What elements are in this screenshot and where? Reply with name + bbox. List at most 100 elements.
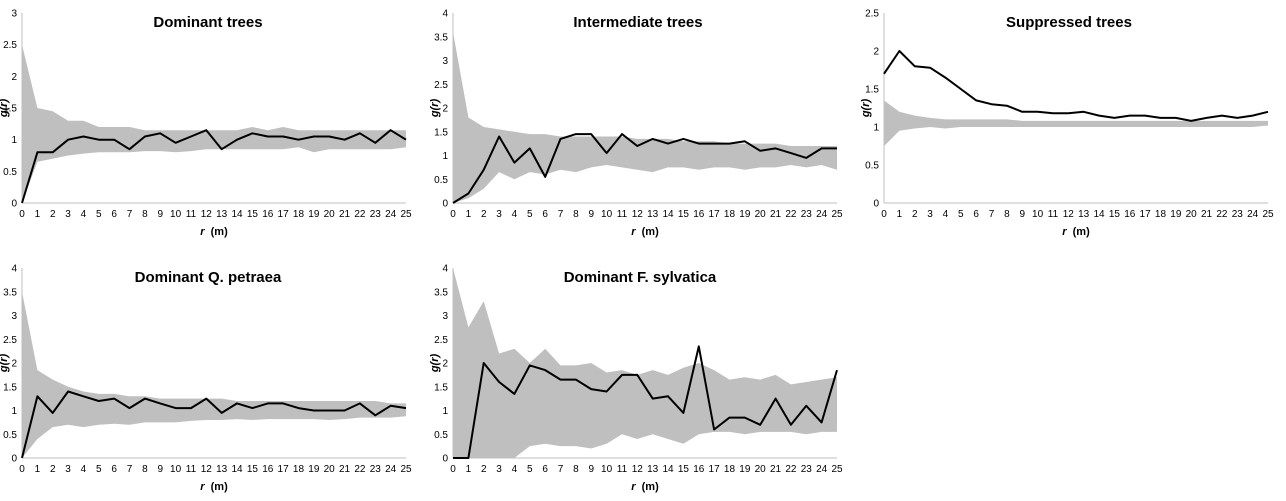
x-tick-label: 6	[111, 464, 117, 475]
x-tick-label: 13	[216, 464, 228, 475]
envelope-band	[22, 291, 406, 458]
x-tick-label: 9	[588, 209, 594, 220]
x-tick-label: 2	[50, 464, 56, 475]
y-tick-label: 1	[442, 406, 448, 417]
x-tick-label: 19	[1170, 209, 1182, 220]
y-axis-label: g(r)	[860, 99, 872, 119]
x-tick-label: 8	[142, 209, 148, 220]
x-tick-label: 17	[1140, 209, 1152, 220]
x-tick-label: 10	[170, 209, 182, 220]
x-tick-label: 24	[816, 209, 828, 220]
observed-line	[883, 50, 1269, 122]
x-tick-label: 21	[1201, 209, 1213, 220]
x-tick-label: 2	[481, 464, 487, 475]
y-tick-label: 1.5	[434, 382, 448, 393]
x-tick-label: 24	[1247, 209, 1259, 220]
x-tick-label: 20	[755, 209, 767, 220]
y-tick-label: 0	[442, 454, 448, 465]
x-tick-label: 11	[617, 464, 628, 475]
x-tick-label: 23	[801, 209, 813, 220]
x-tick-label: 4	[81, 209, 87, 220]
x-tick-label: 3	[65, 464, 71, 475]
x-tick-label: 10	[601, 464, 613, 475]
x-tick-label: 25	[831, 464, 843, 475]
y-tick-label: 1	[442, 151, 448, 162]
x-tick-label: 6	[542, 464, 548, 475]
x-tick-label: 16	[693, 464, 705, 475]
x-tick-label: 15	[247, 464, 259, 475]
x-tick-label: 1	[466, 464, 472, 475]
x-tick-label: 23	[1232, 209, 1244, 220]
y-tick-label: 0	[11, 454, 17, 465]
x-tick-label: 20	[324, 209, 336, 220]
x-tick-label: 13	[216, 209, 228, 220]
x-tick-label: 9	[588, 464, 594, 475]
x-tick-label: 0	[450, 209, 456, 220]
y-tick-label: 1	[11, 135, 17, 146]
x-tick-label: 14	[231, 209, 243, 220]
y-tick-label: 0	[11, 199, 17, 210]
x-axis-label: r (m)	[200, 226, 228, 238]
x-tick-label: 1	[466, 209, 472, 220]
x-tick-label: 8	[573, 464, 579, 475]
observed-line	[21, 129, 407, 204]
x-tick-label: 1	[897, 209, 903, 220]
x-tick-label: 21	[339, 209, 351, 220]
panel-intermediate-trees: Intermediate trees 00.511.522.533.540 1 2 3…	[429, 9, 843, 239]
x-tick-label: 4	[81, 464, 87, 475]
chart-title: Intermediate trees	[573, 14, 702, 31]
panel-suppressed-trees: Suppressed trees 00.511.522.50 1 2 3 4 5 6 7 8 9 1…	[860, 9, 1274, 239]
x-tick-label: 8	[1004, 209, 1010, 220]
x-tick-label: 4	[512, 209, 518, 220]
x-tick-label: 19	[739, 209, 751, 220]
x-tick-label: 10	[601, 209, 613, 220]
x-tick-label: 16	[262, 209, 274, 220]
x-tick-label: 7	[127, 464, 133, 475]
x-tick-label: 18	[724, 464, 736, 475]
x-tick-label: 15	[1109, 209, 1121, 220]
y-tick-label: 3.5	[3, 287, 17, 298]
y-tick-label: 3	[442, 56, 448, 67]
x-tick-label: 15	[247, 209, 259, 220]
x-tick-label: 16	[262, 464, 274, 475]
y-tick-label: 2.5	[3, 40, 17, 51]
x-tick-label: 11	[186, 464, 197, 475]
x-tick-label: 21	[339, 464, 351, 475]
x-tick-label: 13	[1078, 209, 1090, 220]
x-tick-label: 8	[142, 464, 148, 475]
y-tick-label: 1.5	[434, 127, 448, 138]
x-tick-label: 9	[1019, 209, 1025, 220]
x-tick-label: 5	[527, 464, 533, 475]
x-tick-label: 21	[770, 209, 782, 220]
y-tick-label: 3	[11, 9, 17, 20]
x-tick-label: 7	[127, 209, 133, 220]
y-tick-label: 3.5	[434, 287, 448, 298]
y-tick-label: 0.5	[434, 430, 448, 441]
x-tick-label: 25	[400, 464, 412, 475]
x-axis-label: r (m)	[1062, 226, 1090, 238]
x-tick-label: 24	[816, 464, 828, 475]
x-tick-label: 16	[693, 209, 705, 220]
x-tick-label: 25	[400, 209, 412, 220]
x-tick-label: 3	[927, 209, 933, 220]
x-tick-label: 13	[647, 209, 659, 220]
x-tick-label: 12	[1063, 209, 1075, 220]
x-tick-label: 24	[385, 209, 397, 220]
y-tick-label: 1	[11, 406, 17, 417]
x-tick-label: 3	[496, 464, 502, 475]
x-tick-label: 12	[201, 464, 213, 475]
x-tick-label: 9	[157, 209, 163, 220]
panel-dominant-q-petraea: Dominant Q. petraea 00.511.522.533.540 1 2…	[0, 264, 412, 494]
x-tick-label: 10	[1032, 209, 1044, 220]
x-tick-label: 21	[770, 464, 782, 475]
y-tick-label: 2.5	[434, 80, 448, 91]
x-tick-label: 2	[912, 209, 918, 220]
x-tick-label: 6	[973, 209, 979, 220]
y-tick-label: 2	[11, 72, 17, 83]
x-tick-label: 20	[1186, 209, 1198, 220]
y-tick-label: 4	[11, 264, 17, 275]
y-tick-label: 1	[873, 123, 879, 134]
x-tick-label: 3	[496, 209, 502, 220]
y-tick-label: 0.5	[3, 430, 17, 441]
